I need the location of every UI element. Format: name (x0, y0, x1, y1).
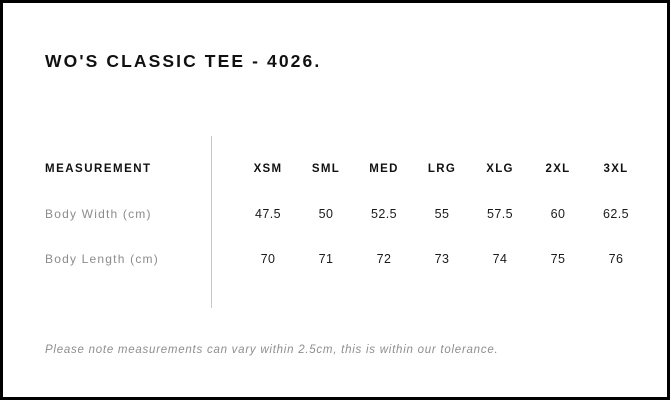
body-width-sml: 50 (318, 207, 334, 221)
size-header-xlg: XLG (486, 163, 514, 175)
size-header-cells: XSM SML MED LRG XLG 2XL 3XL (239, 158, 645, 180)
page-title: WO'S CLASSIC TEE - 4026. (45, 51, 322, 71)
size-chart-table: MEASUREMENT XSM SML MED LRG XLG 2XL 3XL … (3, 158, 667, 293)
body-length-3xl: 76 (608, 252, 624, 266)
body-width-lrg: 55 (434, 207, 450, 221)
body-length-sml: 71 (318, 252, 334, 266)
table-row: Body Length (cm) 70 71 72 73 74 75 76 (3, 248, 667, 293)
body-width-xlg: 57.5 (487, 207, 513, 221)
size-header-lrg: LRG (427, 163, 457, 175)
size-header-2xl: 2XL (545, 163, 571, 175)
body-length-xsm: 70 (260, 252, 276, 266)
table-row: Body Width (cm) 47.5 50 52.5 55 57.5 60 … (3, 203, 667, 248)
body-length-xlg: 74 (492, 252, 508, 266)
size-chart-content: WO'S CLASSIC TEE - 4026. MEASUREMENT XSM… (3, 3, 667, 397)
body-length-med: 72 (376, 252, 392, 266)
row-label-body-length: Body Length (cm) (45, 252, 159, 266)
row-label-body-width: Body Width (cm) (45, 207, 152, 221)
size-header-med: MED (369, 163, 399, 175)
measurement-column-header: MEASUREMENT (45, 163, 152, 175)
size-header-xsm: XSM (253, 163, 283, 175)
body-width-3xl: 62.5 (603, 207, 629, 221)
size-header-3xl: 3XL (603, 163, 629, 175)
column-divider (211, 136, 212, 308)
body-length-2xl: 75 (550, 252, 566, 266)
body-length-cells: 70 71 72 73 74 75 76 (239, 248, 645, 270)
body-length-lrg: 73 (434, 252, 450, 266)
tolerance-note: Please note measurements can vary within… (45, 344, 499, 356)
body-width-2xl: 60 (550, 207, 566, 221)
body-width-cells: 47.5 50 52.5 55 57.5 60 62.5 (239, 203, 645, 225)
body-width-xsm: 47.5 (255, 207, 281, 221)
body-width-med: 52.5 (371, 207, 397, 221)
size-header-sml: SML (311, 163, 341, 175)
table-header-row: MEASUREMENT XSM SML MED LRG XLG 2XL 3XL (3, 158, 667, 203)
